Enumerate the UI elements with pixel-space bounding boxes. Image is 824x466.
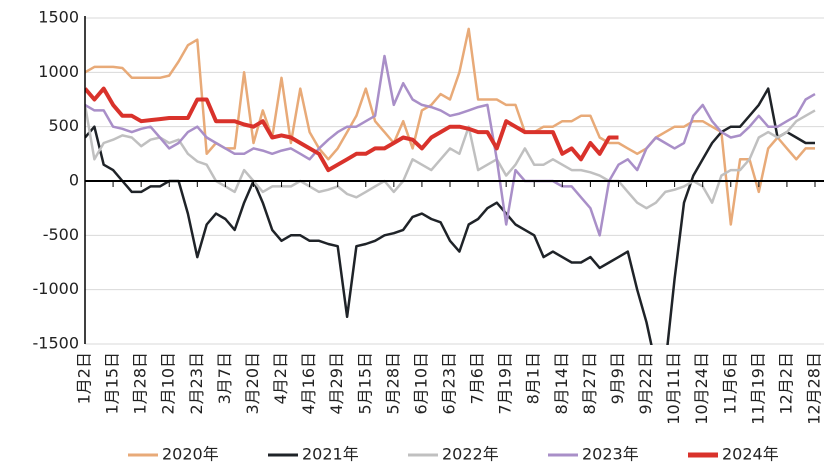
x-tick-label: 6月23日 xyxy=(440,352,459,415)
x-tick-label: 8月1日 xyxy=(524,352,543,404)
x-tick-label: 2月10日 xyxy=(159,352,178,415)
legend-label: 2024年 xyxy=(722,445,779,464)
x-tick-label: 10月24日 xyxy=(692,352,711,425)
x-tick-label: 12月2日 xyxy=(776,352,795,415)
x-tick-label: 1月15日 xyxy=(103,352,122,415)
series-line xyxy=(85,86,619,173)
x-tick-label: 12月28日 xyxy=(805,352,824,425)
x-tick-label: 9月9日 xyxy=(608,352,627,404)
y-tick-label: 0 xyxy=(69,171,79,190)
x-tick-label: 5月15日 xyxy=(355,352,374,415)
series-line xyxy=(85,27,815,226)
y-tick-label: -1000 xyxy=(33,279,80,298)
x-tick-label: 11月6日 xyxy=(720,352,739,415)
x-tick-label: 11月19日 xyxy=(748,352,767,425)
y-tick-label: 500 xyxy=(48,116,79,135)
x-tick-label: 10月11日 xyxy=(664,352,683,425)
y-tick-label: -500 xyxy=(43,225,79,244)
x-tick-label: 8月14日 xyxy=(552,352,571,415)
y-tick-label: 1000 xyxy=(38,62,79,81)
y-tick-label: 1500 xyxy=(38,8,79,27)
x-tick-label: 3月7日 xyxy=(215,352,234,404)
lines xyxy=(85,27,816,345)
x-tick-label: 6月10日 xyxy=(411,352,430,415)
x-tick-label: 2月23日 xyxy=(187,352,206,415)
x-tick-label: 1月28日 xyxy=(131,352,150,415)
legend: 2020年 2021年 2022年 2023年 2024年 xyxy=(128,445,779,464)
x-tick-label: 3月20日 xyxy=(243,352,262,415)
legend-label: 2022年 xyxy=(442,445,499,464)
series-line xyxy=(85,87,815,345)
x-tick-label: 9月22日 xyxy=(636,352,655,415)
series-line xyxy=(85,54,816,237)
y-tick-label: -1500 xyxy=(33,334,80,353)
x-tick-label: 4月2日 xyxy=(271,352,290,404)
axes: -1500 -1000 -500 0 500 1000 1500 1月2日 1月15日 1月28日… xyxy=(33,8,824,425)
legend-label: 2023年 xyxy=(582,445,639,464)
x-tick-label: 1月2日 xyxy=(75,352,94,404)
x-tick-label: 8月27日 xyxy=(580,352,599,415)
x-tick-label: 5月28日 xyxy=(383,352,402,415)
x-tick-label: 4月29日 xyxy=(327,352,346,415)
legend-label: 2020年 xyxy=(162,445,219,464)
x-tick-label: 7月6日 xyxy=(468,352,487,404)
x-tick-label: 7月19日 xyxy=(496,352,515,415)
x-tick-label: 4月16日 xyxy=(299,352,318,415)
legend-label: 2021年 xyxy=(302,445,359,464)
